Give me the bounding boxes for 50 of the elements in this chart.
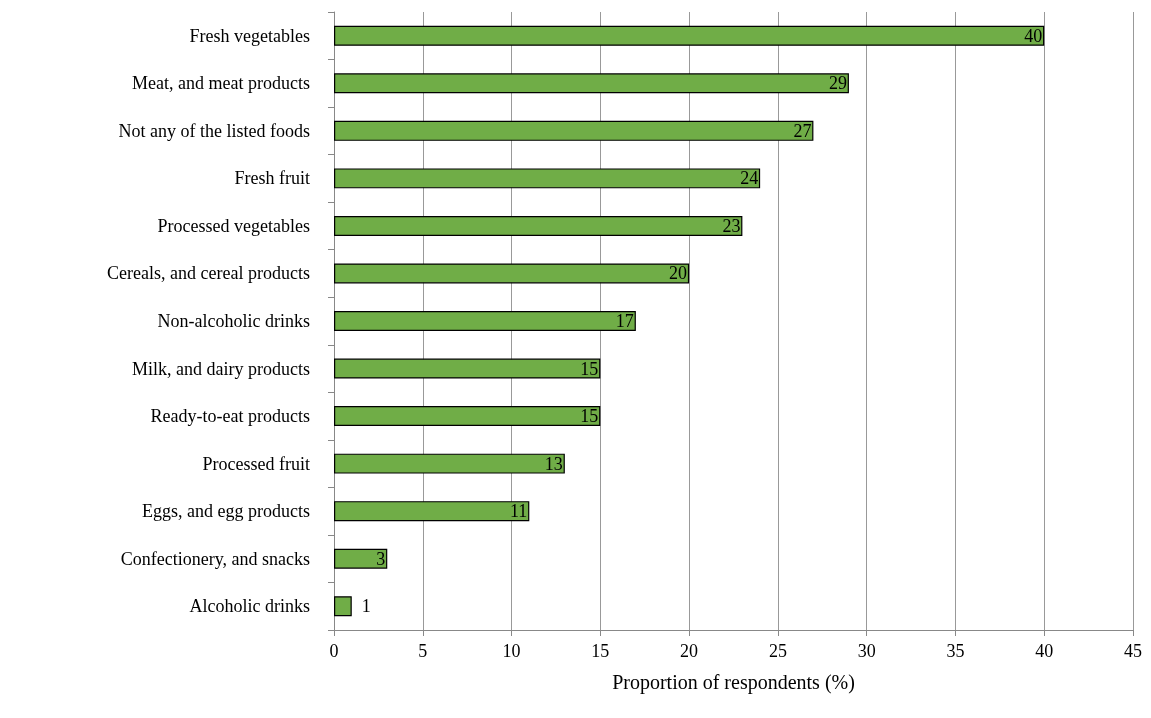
data-label: 29 xyxy=(828,73,847,94)
y-tick-label: Processed fruit xyxy=(202,453,310,474)
y-tick-label: Milk, and dairy products xyxy=(132,358,310,379)
y-tick-label: Eggs, and egg products xyxy=(142,501,310,522)
bar xyxy=(334,120,814,141)
y-tick-label: Ready-to-eat products xyxy=(150,406,310,427)
data-label: 40 xyxy=(1024,25,1043,46)
x-tick-label: 20 xyxy=(680,641,699,661)
bar xyxy=(334,73,849,94)
y-tick-label: Meat, and meat products xyxy=(132,73,310,94)
bar xyxy=(334,501,530,522)
y-tick-label: Fresh fruit xyxy=(234,168,310,189)
data-label: 15 xyxy=(580,358,599,379)
data-label: 13 xyxy=(544,453,563,474)
y-tick-label: Confectionery, and snacks xyxy=(120,548,310,569)
bar xyxy=(334,215,743,236)
x-tick-label: 35 xyxy=(946,641,965,661)
bar xyxy=(334,548,388,569)
data-label: 3 xyxy=(376,548,386,569)
bar xyxy=(334,358,601,379)
bar xyxy=(334,596,352,617)
bar xyxy=(334,25,1045,46)
x-tick-label: 5 xyxy=(418,641,428,661)
x-tick-label: 30 xyxy=(857,641,876,661)
data-label: 15 xyxy=(580,406,599,427)
data-label: 1 xyxy=(361,596,371,617)
x-tick-label: 0 xyxy=(329,641,339,661)
data-label: 11 xyxy=(509,501,528,522)
bar xyxy=(334,168,761,189)
y-tick-label: Non-alcoholic drinks xyxy=(157,311,310,331)
y-tick-label: Not any of the listed foods xyxy=(118,120,310,141)
y-tick-label: Cereals, and cereal products xyxy=(107,263,310,284)
data-label: 17 xyxy=(615,311,634,331)
y-tick-label: Fresh vegetables xyxy=(189,25,310,46)
data-label: 24 xyxy=(740,168,759,189)
y-tick-label: Alcoholic drinks xyxy=(189,596,310,617)
y-tick-label: Processed vegetables xyxy=(157,215,310,236)
bar xyxy=(334,263,690,284)
data-label: 27 xyxy=(793,120,812,141)
bar xyxy=(334,406,601,427)
x-tick-label: 40 xyxy=(1035,641,1054,661)
data-label: 23 xyxy=(722,215,741,236)
data-label: 20 xyxy=(669,263,688,284)
x-tick-label: 15 xyxy=(591,641,610,661)
x-tick-label: 45 xyxy=(1124,641,1142,661)
bar xyxy=(334,453,565,474)
x-tick-label: 10 xyxy=(502,641,521,661)
x-tick-label: 25 xyxy=(768,641,787,661)
x-axis-title: Proportion of respondents (%) xyxy=(612,671,855,694)
bar xyxy=(334,311,636,331)
